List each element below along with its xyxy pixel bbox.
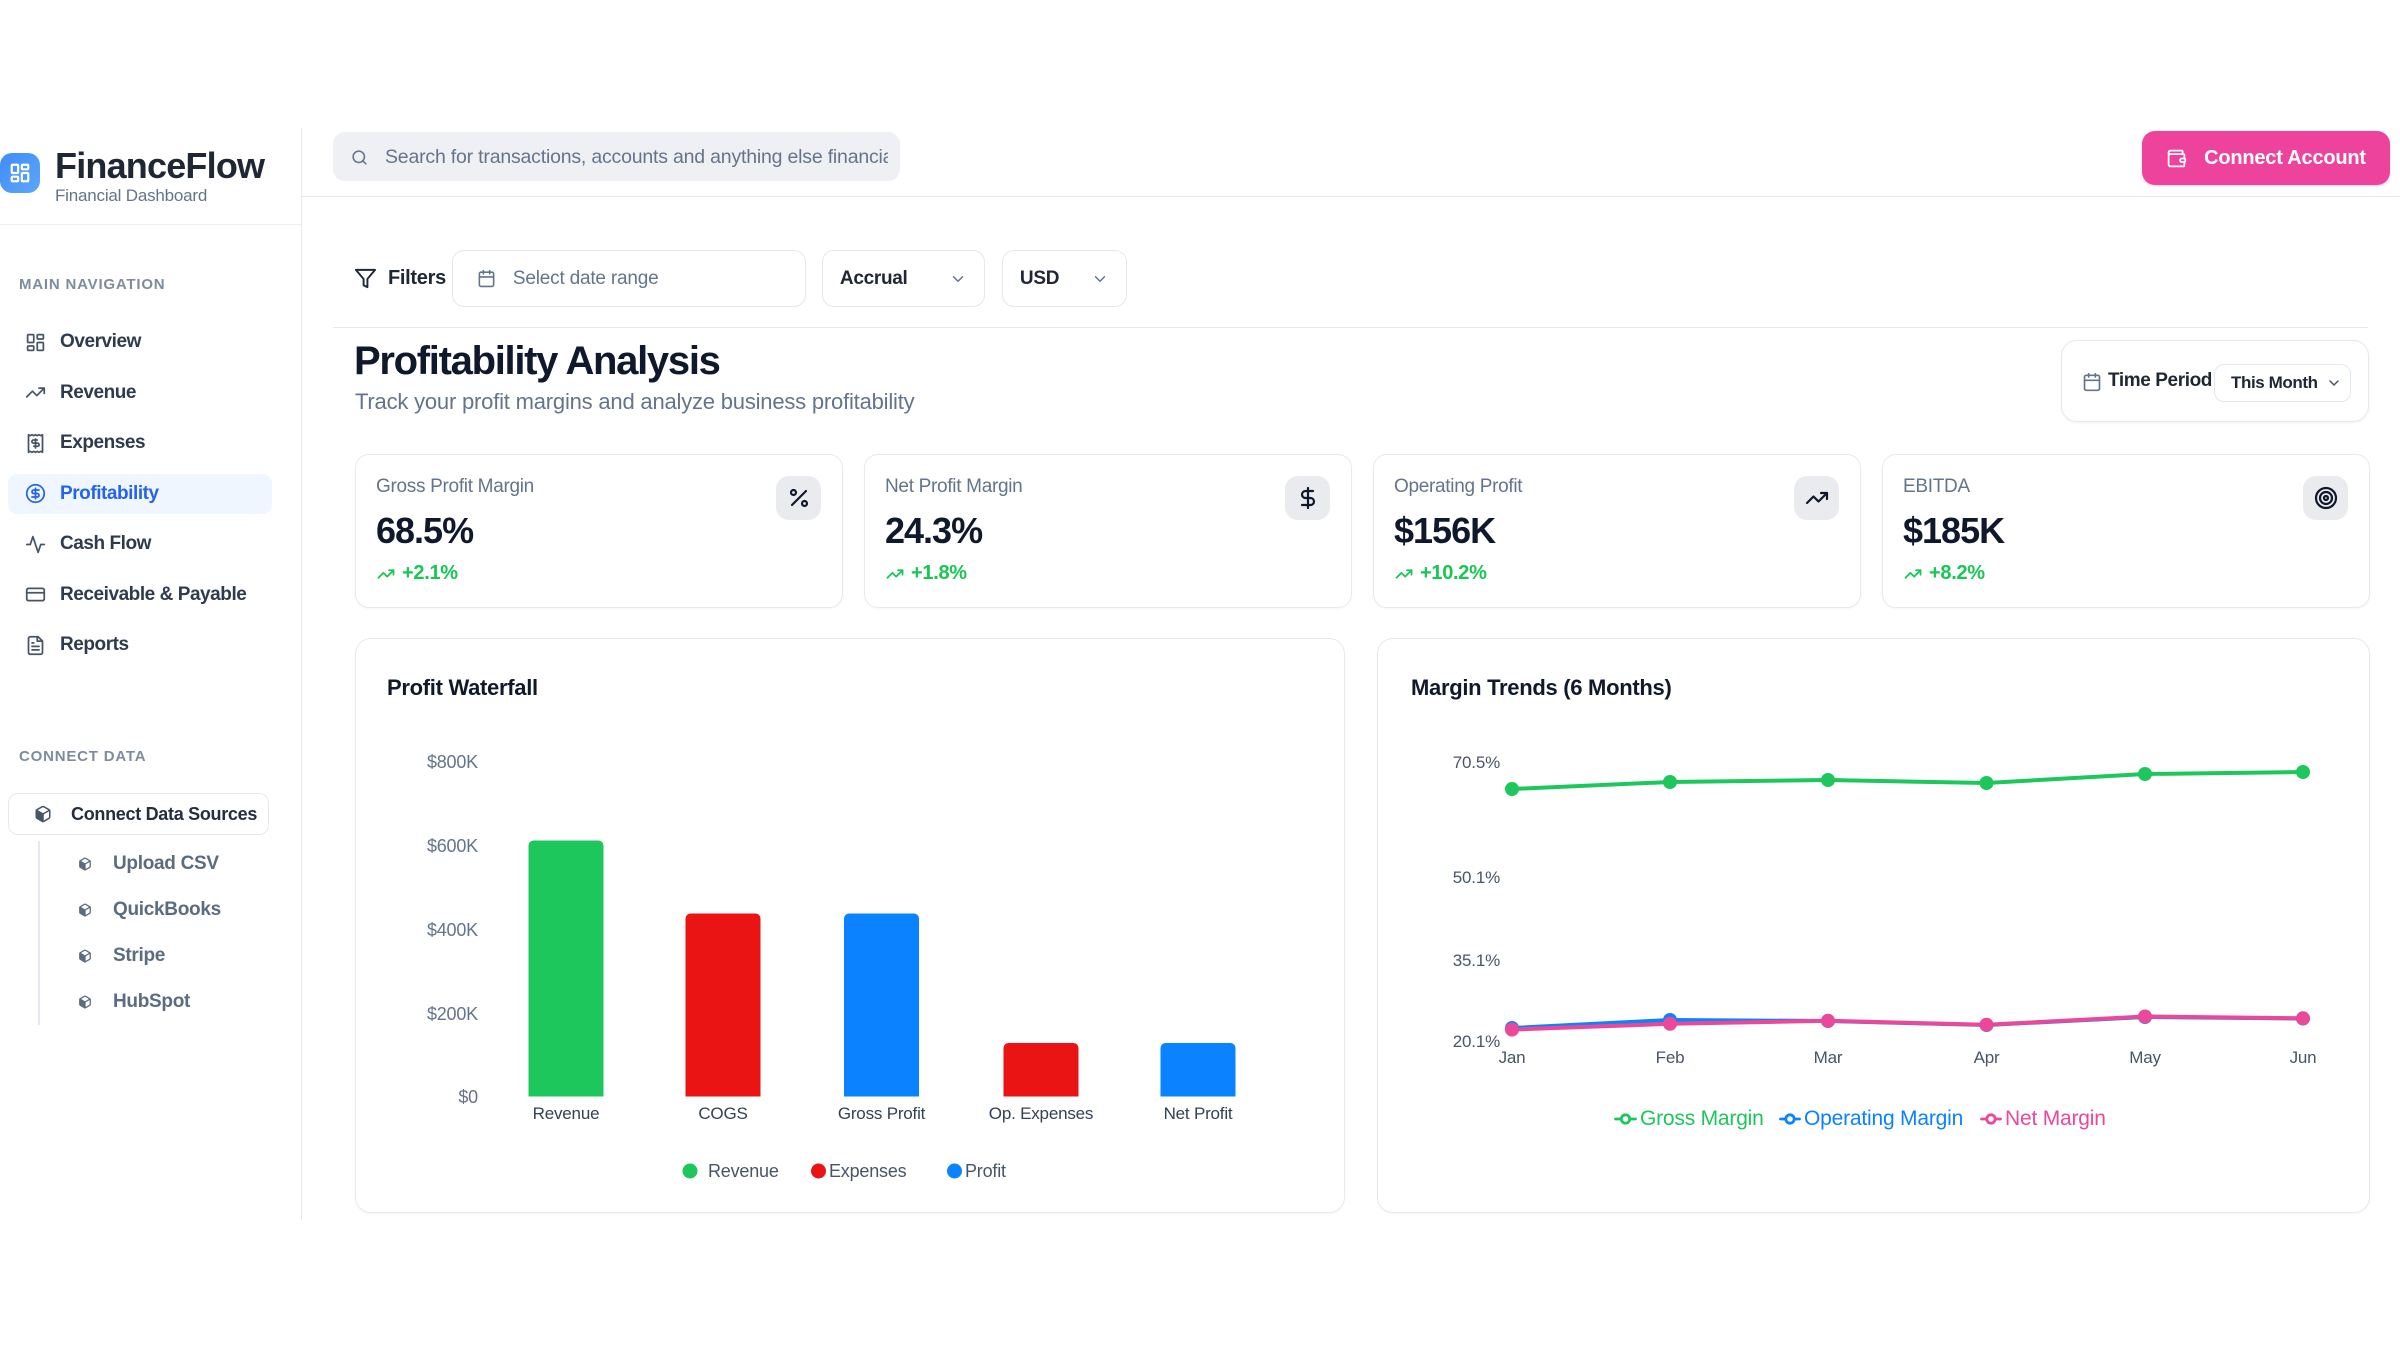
svg-text:Apr: Apr — [1974, 1048, 2000, 1067]
svg-text:Jan: Jan — [1499, 1048, 1526, 1067]
svg-text:Gross Profit: Gross Profit — [838, 1104, 926, 1123]
svg-text:35.1%: 35.1% — [1453, 951, 1500, 970]
svg-text:Operating Margin: Operating Margin — [1804, 1107, 1963, 1130]
svg-text:20.1%: 20.1% — [1453, 1032, 1500, 1051]
svg-text:$0: $0 — [458, 1087, 478, 1107]
svg-text:Gross Margin: Gross Margin — [1640, 1107, 1764, 1130]
svg-text:$200K: $200K — [427, 1004, 478, 1024]
svg-text:Profit: Profit — [965, 1161, 1006, 1181]
svg-text:Expenses: Expenses — [829, 1161, 907, 1181]
svg-text:COGS: COGS — [698, 1104, 747, 1123]
svg-text:Op. Expenses: Op. Expenses — [989, 1104, 1093, 1123]
svg-text:Net Profit: Net Profit — [1164, 1104, 1233, 1123]
svg-text:$600K: $600K — [427, 836, 478, 856]
svg-text:Net Margin: Net Margin — [2005, 1107, 2106, 1130]
svg-text:Jun: Jun — [2290, 1048, 2317, 1067]
svg-text:50.1%: 50.1% — [1453, 868, 1500, 887]
svg-text:$800K: $800K — [427, 752, 478, 772]
svg-text:May: May — [2129, 1048, 2161, 1067]
svg-text:Mar: Mar — [1814, 1048, 1843, 1067]
svg-text:Revenue: Revenue — [533, 1104, 600, 1123]
svg-text:70.5%: 70.5% — [1453, 753, 1500, 772]
svg-text:Feb: Feb — [1656, 1048, 1685, 1067]
svg-text:Revenue: Revenue — [708, 1161, 779, 1181]
svg-text:$400K: $400K — [427, 920, 478, 940]
